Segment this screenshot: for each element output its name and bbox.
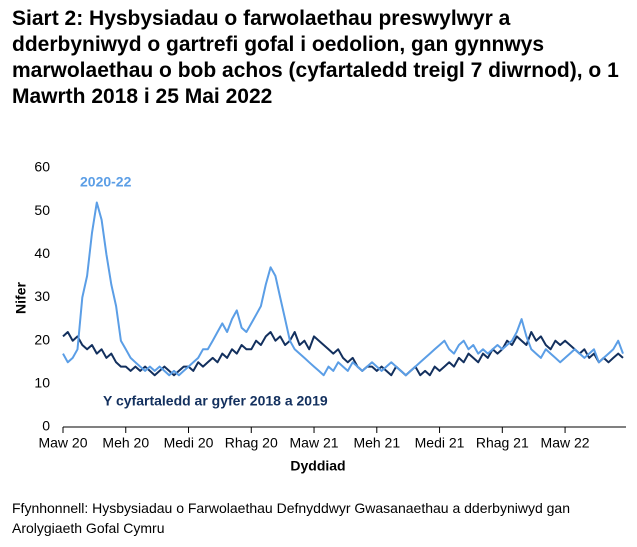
x-tick-label: Rhag 21	[476, 435, 529, 451]
x-tick-label: Medi 20	[164, 435, 214, 451]
y-tick-label: 30	[34, 288, 50, 304]
x-tick-label: Rhag 20	[225, 435, 278, 451]
y-tick-label: 40	[34, 245, 50, 261]
y-tick-label: 20	[34, 331, 50, 347]
x-tick-label: Maw 22	[541, 435, 590, 451]
series-label: Y cyfartaledd ar gyfer 2018 a 2019	[103, 393, 328, 409]
y-tick-label: 50	[34, 202, 50, 218]
x-tick-label: Medi 21	[415, 435, 465, 451]
chart-title: Siart 2: Hysbysiadau o farwolaethau pres…	[12, 7, 619, 108]
y-tick-label: 0	[42, 418, 50, 434]
series-label: 2020-22	[80, 174, 132, 190]
series-line	[62, 201, 624, 377]
y-axis-label: Nifer	[13, 282, 29, 314]
x-axis-label: Dyddiad	[290, 458, 345, 474]
y-tick-label: 60	[34, 159, 50, 175]
x-tick-label: Meh 20	[102, 435, 149, 451]
x-tick-label: Maw 21	[290, 435, 339, 451]
series-line	[62, 331, 624, 377]
x-tick-label: Maw 20	[38, 435, 87, 451]
x-tick-label: Meh 21	[353, 435, 400, 451]
source-note: Ffynhonnell: Hysbysiadau o Farwolaethau …	[12, 500, 570, 536]
y-tick-label: 10	[34, 375, 50, 391]
